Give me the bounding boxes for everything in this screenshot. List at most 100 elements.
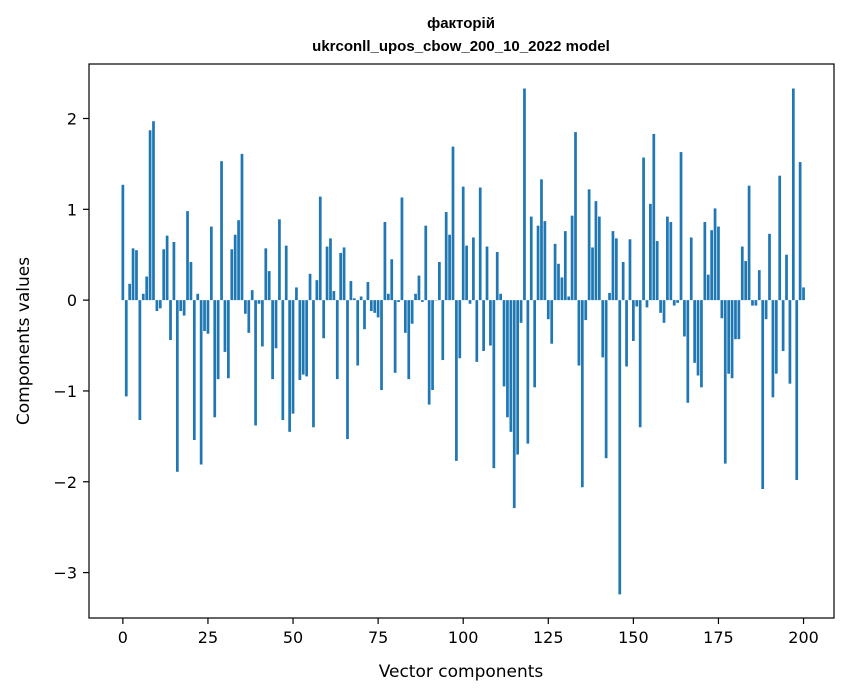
bar (165, 235, 169, 301)
bar (410, 300, 414, 324)
bar (584, 300, 588, 321)
bar (209, 226, 213, 301)
bar (186, 211, 189, 301)
bar (158, 300, 162, 309)
bar (298, 300, 302, 381)
bar (121, 184, 125, 301)
bar (774, 300, 778, 374)
bar (441, 300, 445, 361)
bar (403, 300, 407, 333)
bar (431, 300, 434, 391)
bar (747, 185, 751, 301)
bar (448, 234, 451, 301)
bar (138, 300, 142, 421)
bar (485, 246, 489, 301)
bar (254, 300, 257, 426)
bar (203, 300, 206, 332)
bar (523, 88, 526, 301)
bar (468, 300, 472, 304)
bar (315, 280, 319, 301)
bar (499, 293, 502, 301)
bar (318, 196, 322, 301)
bar (706, 274, 710, 301)
bar (563, 231, 567, 301)
bar (744, 261, 748, 301)
bar (359, 296, 363, 301)
bar (352, 298, 356, 301)
bar (686, 300, 690, 403)
bar (329, 238, 332, 301)
bar (172, 242, 176, 301)
y-axis-ticks: −3 −2 −1 0 1 2 (53, 109, 89, 583)
bar (417, 275, 421, 301)
bar (717, 226, 720, 301)
bar (124, 300, 128, 397)
x-tick-label: 150 (618, 628, 649, 647)
bar (373, 300, 377, 313)
bar (444, 212, 448, 301)
bar (628, 239, 632, 301)
bar (557, 263, 560, 301)
bar (162, 249, 166, 301)
bar (533, 300, 537, 388)
y-tick-label: −3 (53, 564, 77, 583)
bar (519, 300, 523, 323)
bar (312, 300, 315, 428)
bar (489, 300, 492, 346)
bar (261, 300, 264, 347)
bar (666, 216, 669, 301)
bar (632, 300, 635, 341)
x-axis-label: Vector components (379, 662, 544, 682)
bar (356, 300, 360, 366)
bar (642, 157, 645, 301)
bar (131, 248, 135, 301)
bar (652, 133, 656, 301)
bar (492, 300, 496, 469)
bar (179, 300, 183, 312)
bar (233, 234, 237, 301)
chart-title: факторій (427, 15, 495, 32)
bar (145, 276, 149, 301)
bar (516, 300, 520, 455)
bar (349, 281, 353, 301)
bar (785, 254, 788, 301)
bar (363, 300, 366, 330)
bar (475, 300, 479, 362)
x-tick-label: 0 (118, 628, 128, 647)
bar (788, 300, 792, 384)
bar (635, 300, 639, 307)
bar (802, 287, 805, 301)
x-tick-label: 100 (448, 628, 479, 647)
bar (380, 300, 383, 391)
bars-group (121, 88, 805, 595)
bar (284, 245, 288, 301)
bar (152, 121, 155, 301)
bar (676, 300, 679, 303)
bar (451, 146, 455, 301)
bar (740, 246, 744, 301)
bar (611, 231, 615, 301)
bar (455, 300, 458, 461)
bar (274, 300, 278, 349)
bar (683, 300, 686, 337)
bar (672, 300, 676, 306)
bar (366, 281, 370, 301)
bar (795, 300, 799, 480)
plot-frame (88, 63, 835, 619)
bar (295, 287, 298, 301)
bar (512, 300, 516, 509)
bar (700, 300, 703, 388)
bar (322, 300, 326, 339)
bar (397, 300, 400, 302)
bar (604, 300, 608, 459)
bar (597, 216, 601, 301)
bar (400, 197, 404, 301)
bar (308, 273, 312, 301)
bar (472, 237, 475, 301)
y-tick-label: −1 (53, 382, 77, 401)
bar (383, 222, 387, 301)
bar (655, 241, 659, 301)
bar (720, 300, 724, 319)
bar (240, 153, 244, 301)
